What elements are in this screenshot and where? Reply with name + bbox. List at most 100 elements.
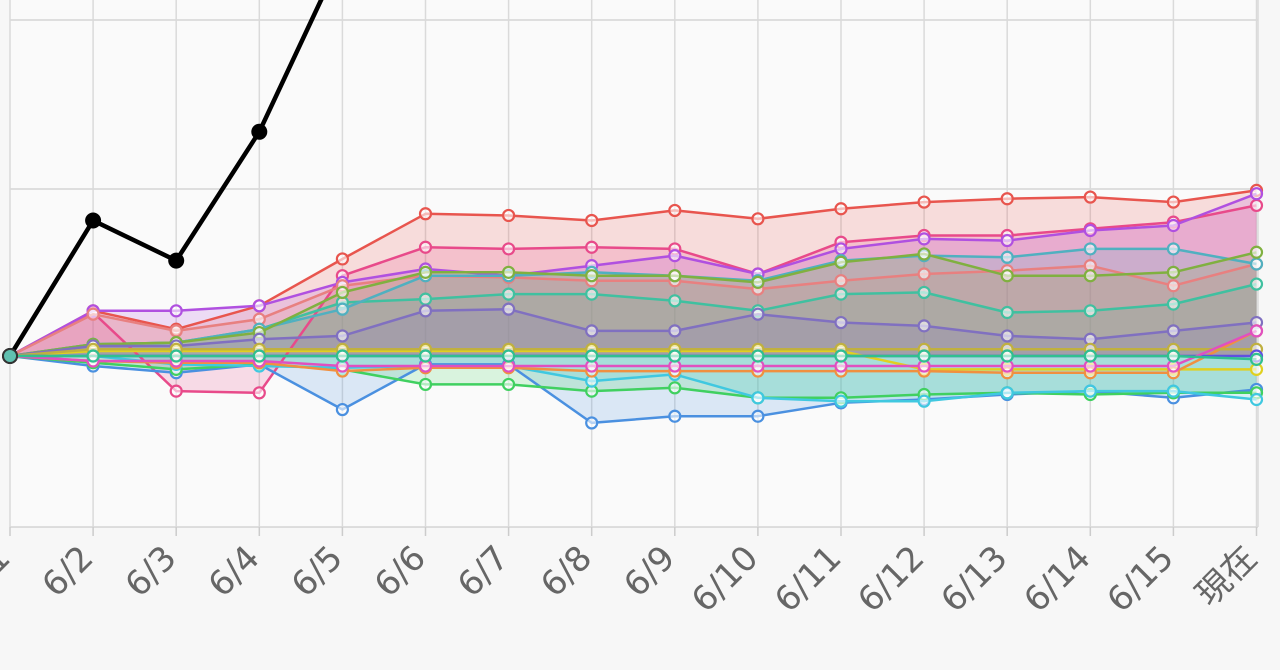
- series-point: [585, 269, 599, 283]
- series-point: [668, 203, 682, 218]
- series-point: [86, 307, 100, 321]
- series-point: [252, 349, 266, 363]
- series-line: [9, 204, 1257, 395]
- series-line: [9, 349, 1257, 371]
- series-line: [9, 329, 1257, 368]
- series-point: [169, 304, 183, 318]
- series-point: [502, 242, 516, 256]
- series-point: [418, 207, 433, 221]
- series-point: [834, 274, 848, 288]
- series-point: [335, 402, 349, 417]
- series-point: [1000, 250, 1014, 264]
- series-point: [751, 212, 765, 226]
- series-point: [917, 319, 931, 333]
- series-point: [335, 302, 349, 316]
- plot-background: [10, 0, 1258, 527]
- series-point-black: [168, 252, 185, 269]
- series-point: [834, 287, 848, 301]
- series-point: [668, 324, 682, 338]
- series-point: [1166, 218, 1181, 233]
- series-line: [10, 354, 1257, 403]
- series-point: [585, 213, 599, 228]
- series-point: [1000, 269, 1014, 283]
- series-area: [10, 284, 1257, 356]
- series-point: [668, 269, 682, 283]
- series-area: [10, 205, 1257, 393]
- series-point: [169, 384, 183, 398]
- series-point: [751, 307, 765, 321]
- series-point-black: [251, 123, 268, 140]
- series-line: [9, 189, 1257, 358]
- series-point: [834, 255, 848, 269]
- series-line: [9, 354, 1257, 400]
- series-point: [335, 349, 349, 363]
- series-point: [917, 232, 931, 246]
- series-point: [1000, 192, 1014, 206]
- series-point: [668, 381, 682, 395]
- series-point: [917, 195, 931, 209]
- series-point: [1083, 242, 1097, 256]
- series-point: [917, 349, 931, 363]
- series-point: [668, 294, 682, 308]
- series-point: [418, 377, 433, 392]
- series-point: [917, 394, 931, 408]
- series-origin-point: [2, 348, 18, 364]
- series-point: [585, 324, 599, 338]
- series-point: [1249, 245, 1264, 259]
- series-point: [585, 349, 599, 363]
- series-point: [418, 240, 433, 254]
- series-point: [834, 315, 848, 330]
- series-point: [751, 409, 765, 423]
- series-point: [751, 391, 765, 405]
- series-point: [418, 304, 433, 318]
- series-point: [1249, 324, 1264, 338]
- series-point: [1249, 257, 1264, 271]
- series-point: [1166, 195, 1181, 209]
- series-point: [1249, 277, 1264, 291]
- series-point: [1000, 386, 1014, 400]
- series-point: [585, 287, 599, 301]
- series-point: [335, 329, 349, 343]
- series-point: [1166, 349, 1181, 363]
- series-line: [9, 192, 1257, 358]
- series-point: [1249, 352, 1264, 366]
- series-point: [502, 349, 516, 363]
- series-point: [834, 242, 848, 256]
- series-point: [917, 247, 931, 261]
- series-point: [1166, 297, 1181, 311]
- series-point: [502, 377, 516, 392]
- series-point: [252, 386, 266, 400]
- series-point: [1166, 242, 1181, 256]
- series-point: [1166, 384, 1181, 398]
- series-area: [10, 252, 1257, 356]
- series-point: [668, 349, 682, 363]
- series-point: [502, 208, 516, 223]
- series-point: [502, 287, 516, 301]
- series-point: [1000, 329, 1014, 343]
- series-point: [1166, 324, 1181, 338]
- series-point: [1083, 223, 1097, 238]
- series-point: [1000, 305, 1014, 320]
- series-point: [418, 292, 433, 306]
- series-line: [9, 262, 1257, 358]
- series-point: [1083, 349, 1097, 363]
- series-point: [418, 265, 433, 279]
- series-point: [1083, 304, 1097, 318]
- series-point: [1000, 349, 1014, 363]
- series-point: [834, 349, 848, 363]
- series-point: [1083, 384, 1097, 398]
- series-point: [335, 252, 349, 266]
- series-point: [335, 285, 349, 300]
- series-area: [10, 264, 1257, 356]
- series-point: [1249, 392, 1264, 407]
- series-area: [10, 356, 1257, 402]
- series-line: [9, 348, 1257, 358]
- series-line: [9, 251, 1257, 358]
- series-point: [917, 285, 931, 300]
- series-point: [1249, 198, 1264, 213]
- series-point: [169, 349, 183, 363]
- series-point: [751, 275, 765, 289]
- series-point: [585, 416, 599, 430]
